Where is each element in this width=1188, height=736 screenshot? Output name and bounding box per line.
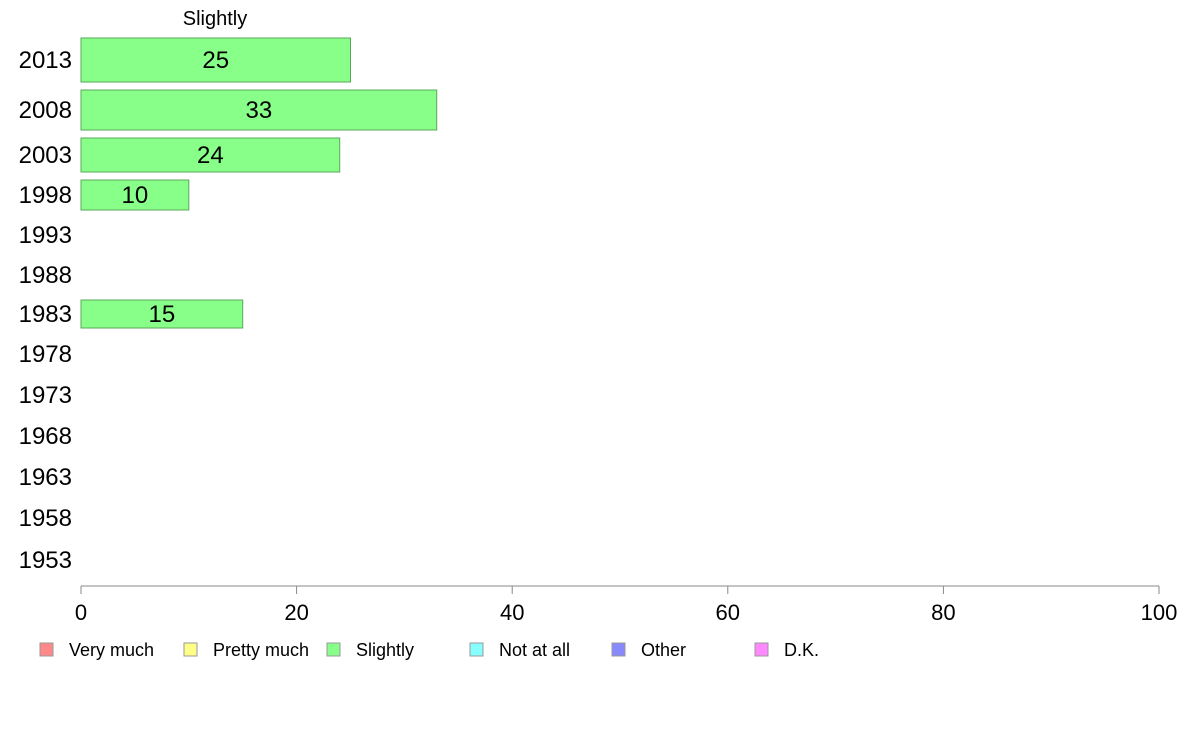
legend-swatch-5	[754, 642, 769, 657]
year-label-1978: 1978	[19, 341, 72, 368]
bars-group: 25 33 24 10 15	[80, 37, 438, 329]
legend-label-2: Slightly	[356, 640, 414, 660]
year-label-1983: 1983	[19, 301, 72, 328]
x-tick-label-20: 20	[284, 600, 308, 625]
year-label-2013: 2013	[19, 47, 72, 74]
bar-2003	[80, 137, 341, 173]
bar-value-label-1998: 10	[122, 182, 149, 209]
legend-swatch-4	[611, 642, 626, 657]
year-label-2008: 2008	[19, 97, 72, 124]
bar-1998	[80, 179, 190, 211]
legend-label-5: D.K.	[784, 640, 819, 660]
x-tick-label-60: 60	[716, 600, 740, 625]
x-tick-label-80: 80	[931, 600, 955, 625]
legend-swatch-1	[183, 642, 198, 657]
chart-title: Slightly	[183, 8, 247, 30]
x-tick-label-0: 0	[75, 600, 87, 625]
bar-value-label-1983: 15	[148, 301, 175, 328]
legend-label-1: Pretty much	[213, 640, 309, 660]
year-label-1963: 1963	[19, 464, 72, 491]
year-label-1988: 1988	[19, 262, 72, 289]
year-labels: 2013 2008 2003 1998 1993 1988 1983 1978 1973 1968…	[19, 47, 72, 574]
bar-value-label-2003: 24	[197, 142, 224, 169]
bar-value-label-2013: 25	[202, 47, 229, 74]
legend-swatch-3	[469, 642, 484, 657]
legend-swatch-2	[326, 642, 341, 657]
bar-1983	[80, 299, 244, 329]
x-axis: 0 20 40 60 80 100	[75, 585, 1178, 625]
x-tick-label-100: 100	[1141, 600, 1178, 625]
year-label-1968: 1968	[19, 423, 72, 450]
bar-2008	[80, 89, 438, 131]
legend-swatch-0	[39, 642, 54, 657]
legend: Very much Pretty much Slightly Not at all Ot…	[39, 640, 819, 660]
bar-2013	[80, 37, 351, 83]
x-tick-label-40: 40	[500, 600, 524, 625]
year-label-1998: 1998	[19, 182, 72, 209]
year-label-1973: 1973	[19, 382, 72, 409]
year-label-2003: 2003	[19, 142, 72, 169]
legend-label-3: Not at all	[499, 640, 570, 660]
year-label-1993: 1993	[19, 222, 72, 249]
bar-value-label-2008: 33	[246, 97, 273, 124]
legend-label-0: Very much	[69, 640, 154, 660]
year-label-1953: 1953	[19, 547, 72, 574]
year-label-1958: 1958	[19, 505, 72, 532]
legend-label-4: Other	[641, 640, 686, 660]
